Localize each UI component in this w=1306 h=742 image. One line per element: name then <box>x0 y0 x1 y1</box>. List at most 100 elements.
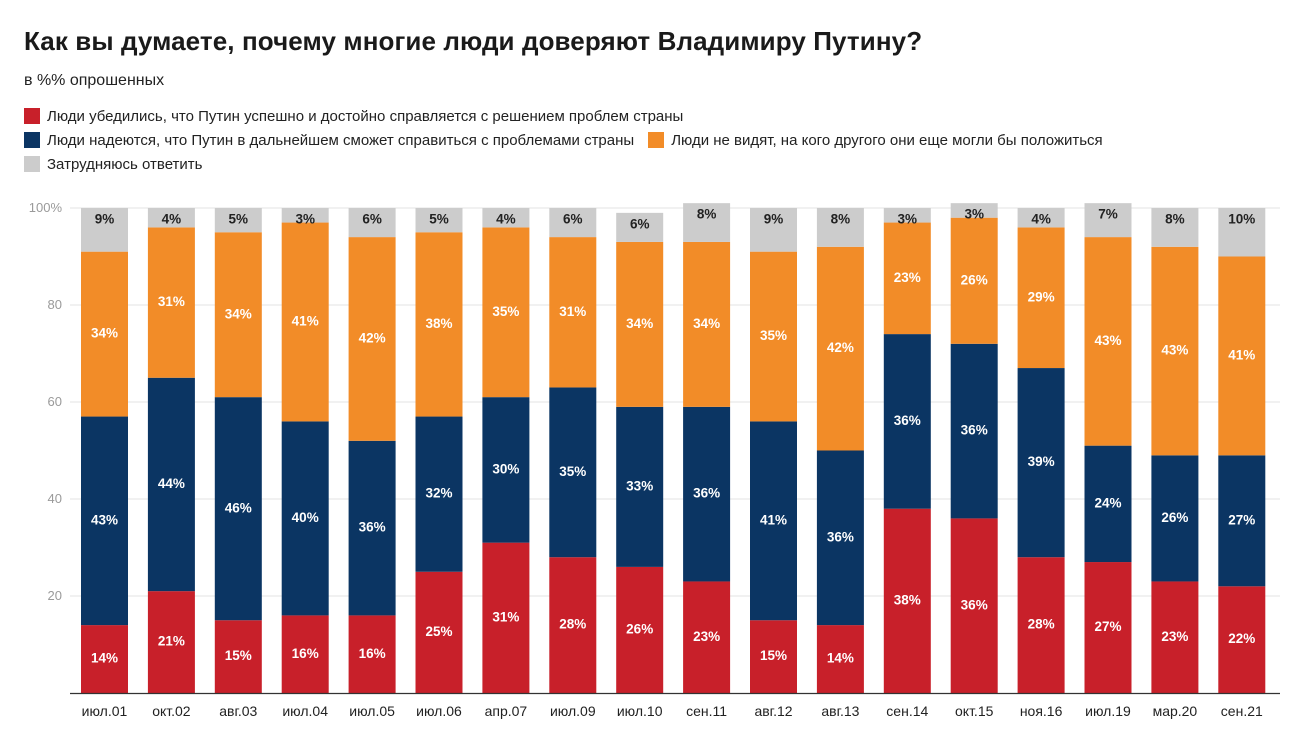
data-label: 36% <box>693 486 720 501</box>
data-label: 23% <box>1161 629 1188 644</box>
y-tick-label: 20 <box>48 588 62 603</box>
bar-segment <box>482 397 530 543</box>
bar-segment <box>883 508 931 693</box>
bar-segment <box>883 334 931 509</box>
bar-segment <box>816 450 864 626</box>
bar-segment <box>348 440 396 616</box>
data-label: 41% <box>292 314 319 329</box>
x-tick-label: июл.09 <box>550 703 596 719</box>
data-label: 6% <box>563 212 583 227</box>
bar-segment <box>1218 256 1266 456</box>
data-label: 9% <box>764 212 784 227</box>
data-label: 4% <box>162 212 182 227</box>
bar-segment <box>683 406 731 582</box>
data-label: 26% <box>1161 510 1188 525</box>
bar-segment <box>147 377 195 592</box>
bar-segment <box>214 620 262 693</box>
bar-segment <box>147 208 195 228</box>
bar-segment <box>214 397 262 621</box>
bar-segment <box>415 571 463 693</box>
data-label: 15% <box>760 648 787 663</box>
x-tick-label: авг.03 <box>219 703 257 719</box>
data-label: 27% <box>1228 512 1255 527</box>
data-label: 38% <box>894 592 921 607</box>
data-label: 3% <box>898 212 918 227</box>
x-tick-label: сен.14 <box>886 703 928 719</box>
bar-segment <box>415 416 463 572</box>
data-label: 14% <box>827 651 854 666</box>
bar-segment <box>549 208 597 238</box>
data-label: 21% <box>158 634 185 649</box>
bar-segment <box>750 421 797 621</box>
legend: Люди убедились, что Путин успешно и дост… <box>24 104 1284 176</box>
data-label: 5% <box>229 212 249 227</box>
data-label: 8% <box>697 207 717 222</box>
x-tick-label: июл.06 <box>416 703 462 719</box>
x-tick-label: ноя.16 <box>1020 703 1063 719</box>
y-tick-label: 40 <box>48 491 62 506</box>
data-label: 36% <box>894 413 921 428</box>
data-label: 22% <box>1228 631 1255 646</box>
bar-segment <box>683 581 731 693</box>
bar-segment <box>147 591 195 693</box>
bar-segment <box>683 203 731 242</box>
bar-segment <box>750 620 797 693</box>
bar-segment <box>549 557 597 693</box>
data-label: 28% <box>559 617 586 632</box>
legend-swatch-gray <box>24 156 40 172</box>
data-label: 36% <box>961 423 988 438</box>
data-label: 3% <box>295 212 315 227</box>
data-label: 3% <box>964 207 984 222</box>
y-tick-label: 80 <box>48 297 62 312</box>
data-label: 4% <box>1031 212 1051 227</box>
bar-segment <box>1017 227 1065 369</box>
bar-segment <box>816 246 864 451</box>
data-label: 4% <box>496 212 516 227</box>
data-label: 30% <box>492 461 519 476</box>
data-label: 29% <box>1028 289 1055 304</box>
bar-segment <box>348 615 396 693</box>
bar-segment <box>214 232 262 398</box>
bar-segment <box>1151 246 1199 456</box>
legend-swatch-navy <box>24 132 40 148</box>
bar-segment <box>415 208 463 233</box>
data-label: 33% <box>626 478 653 493</box>
data-label: 27% <box>1094 619 1121 634</box>
data-label: 41% <box>1228 347 1255 362</box>
bar-segment <box>81 251 128 417</box>
data-label: 34% <box>693 316 720 331</box>
data-label: 44% <box>158 476 185 491</box>
data-label: 6% <box>362 212 382 227</box>
bar-segment <box>1218 455 1266 587</box>
data-label: 8% <box>1165 212 1185 227</box>
legend-swatch-orange <box>648 132 665 148</box>
bar-segment <box>950 203 998 218</box>
data-label: 43% <box>1161 343 1188 358</box>
bar-segment <box>1151 208 1199 247</box>
bar-segment <box>81 208 128 252</box>
bar-segment <box>950 343 998 519</box>
data-label: 34% <box>91 326 118 341</box>
bar-segment <box>1151 581 1199 693</box>
data-label: 32% <box>425 486 452 501</box>
legend-label-hope: Люди надеются, что Путин в дальнейшем см… <box>47 131 635 149</box>
data-label: 25% <box>425 624 452 639</box>
stacked-bar-chart: 100% 80 60 40 20 14% 43% 34% 9% июл.01 21% 44% 31% 4%… <box>29 200 1280 719</box>
bar-segment <box>482 227 530 398</box>
data-label: 42% <box>359 331 386 346</box>
data-label: 35% <box>760 328 787 343</box>
bar-segment <box>950 217 998 344</box>
data-label: 31% <box>559 304 586 319</box>
bar-segment <box>147 227 195 378</box>
data-label: 26% <box>961 272 988 287</box>
bar-segment <box>348 237 396 441</box>
data-label: 28% <box>1028 617 1055 632</box>
data-label: 23% <box>894 270 921 285</box>
data-label: 15% <box>225 648 252 663</box>
bar-segment <box>950 518 998 693</box>
data-label: 8% <box>831 212 851 227</box>
data-label: 5% <box>429 212 449 227</box>
x-tick-label: июл.01 <box>82 703 128 719</box>
data-label: 42% <box>827 340 854 355</box>
bar-segment <box>1017 557 1065 693</box>
